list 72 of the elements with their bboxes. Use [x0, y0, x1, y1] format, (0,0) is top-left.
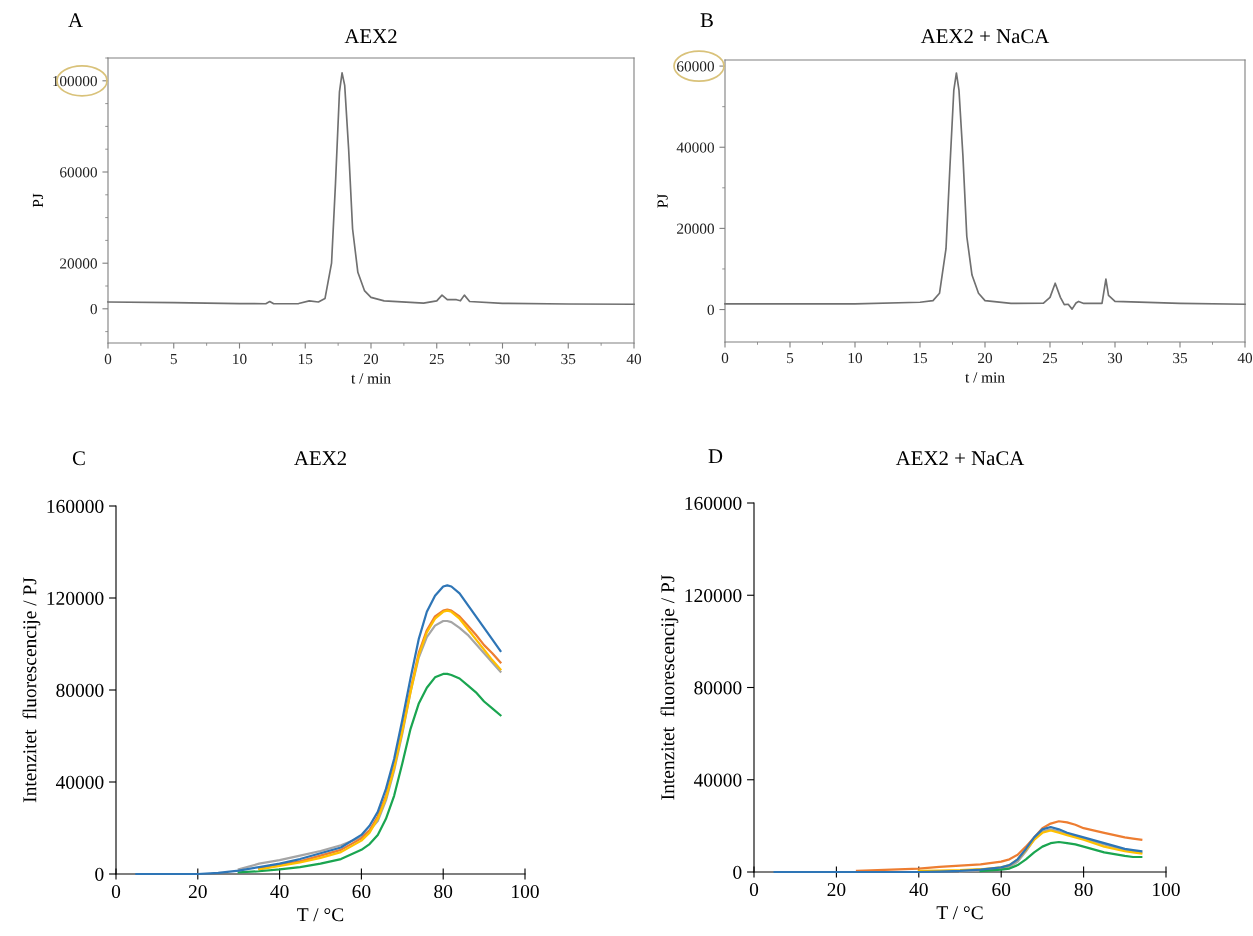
text: C — [72, 451, 85, 466]
x-tick-label: 35 — [561, 353, 576, 365]
y-tick-label: 80000 — [56, 683, 104, 697]
y-tick-label: 60000 — [60, 167, 97, 178]
x-tick-label: 0 — [749, 882, 759, 897]
x-axis-title: t / min — [351, 373, 391, 384]
x-tick-label: 20 — [364, 353, 379, 365]
chart-title: AEX2 — [344, 29, 397, 44]
x-tick-label: 100 — [512, 884, 539, 899]
x-tick-label: 100 — [1153, 882, 1180, 897]
x-tick-label: 20 — [188, 884, 207, 899]
x-tick-label: 60 — [352, 884, 371, 899]
line-series — [917, 829, 1143, 872]
x-tick-label: 40 — [270, 884, 289, 899]
chart-title: AEX2 + NaCA — [895, 451, 1025, 466]
text: A — [68, 13, 83, 28]
y-tick-label: 0 — [95, 867, 104, 881]
y-axis-title: Intenzitet fluorescencije / PJ — [22, 577, 41, 803]
y-tick-label: 160000 — [47, 499, 104, 513]
x-tick-label: 80 — [1074, 882, 1093, 897]
x-tick-label: 25 — [1043, 352, 1058, 364]
x-axis-title: T / °C — [936, 906, 983, 920]
line-series — [855, 820, 1143, 872]
x-tick-label: 10 — [233, 353, 247, 365]
x-tick-label: 5 — [170, 354, 177, 365]
x-tick-label: 60 — [992, 882, 1011, 897]
x-tick-label: 5 — [787, 353, 794, 364]
y-axis-title: PJ — [657, 194, 668, 208]
chart-title: AEX2 + NaCA — [920, 29, 1050, 44]
line-series — [237, 672, 502, 874]
y-axis-title: Intenzitet fluorescencije / PJ — [660, 575, 679, 800]
y-tick-label: 120000 — [685, 589, 742, 603]
x-tick-label: 40 — [1237, 352, 1253, 364]
x-tick-label: 35 — [1173, 352, 1188, 364]
x-tick-label: 20 — [827, 882, 846, 897]
x-axis-title: T / °C — [297, 908, 344, 922]
y-tick-label: 0 — [707, 304, 714, 315]
y-tick-label: 40000 — [676, 142, 714, 153]
y-tick-label: 0 — [90, 303, 97, 315]
y-tick-label: 40000 — [693, 773, 742, 787]
line-series — [773, 825, 1143, 874]
y-tick-label: 120000 — [47, 591, 104, 605]
line-series — [107, 71, 635, 306]
x-tick-label: 40 — [909, 882, 928, 897]
y-tick-label: 160000 — [685, 496, 742, 510]
y-tick-label: 40000 — [55, 775, 104, 789]
x-tick-label: 15 — [913, 352, 928, 364]
y-axis-title: PJ — [32, 193, 44, 208]
chart-title: AEX2 — [294, 451, 346, 466]
x-tick-label: 0 — [721, 352, 729, 364]
text: D — [708, 449, 723, 464]
y-tick-label: 20000 — [677, 223, 714, 234]
y-tick-label: 0 — [733, 865, 742, 879]
y-tick-label: 20000 — [60, 258, 97, 269]
x-tick-label: 30 — [1108, 352, 1123, 364]
y-tick-label: 60000 — [677, 61, 714, 72]
x-tick-label: 15 — [298, 353, 313, 365]
x-tick-label: 0 — [111, 884, 121, 899]
y-tick-label: 80000 — [694, 681, 742, 695]
text: B — [700, 13, 713, 28]
x-tick-label: 25 — [429, 353, 444, 365]
x-tick-label: 40 — [626, 353, 642, 365]
x-tick-label: 30 — [495, 353, 510, 365]
y-tick-label: 100000 — [53, 75, 97, 87]
line-series — [724, 72, 1246, 310]
x-tick-label: 10 — [848, 352, 863, 364]
x-tick-label: 0 — [104, 353, 112, 365]
x-tick-label: 80 — [434, 884, 453, 899]
line-series — [135, 584, 502, 876]
x-axis-title: t / min — [965, 372, 1005, 383]
line-series — [979, 840, 1143, 873]
x-tick-label: 20 — [978, 352, 993, 364]
